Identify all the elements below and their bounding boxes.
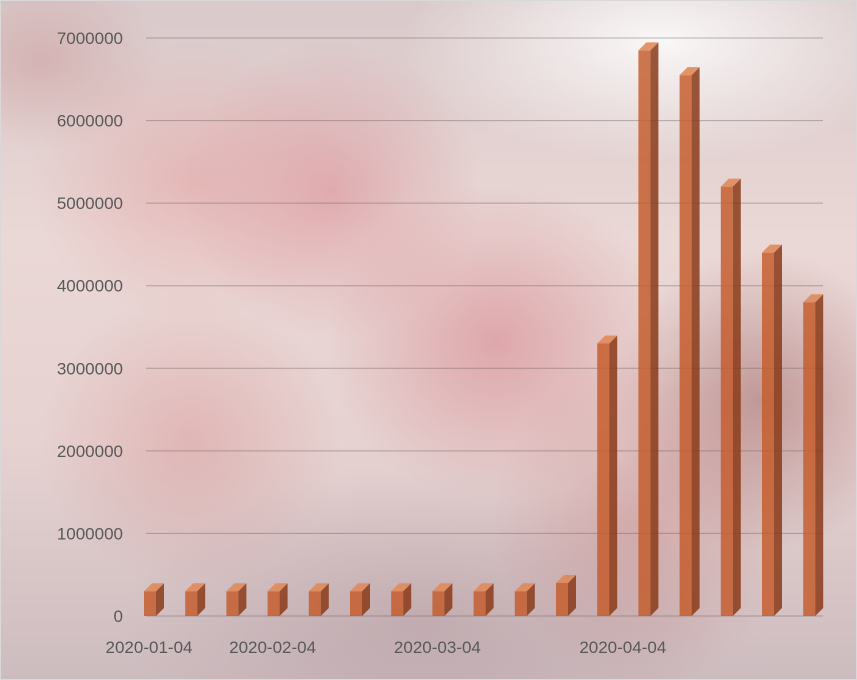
- x-tick-label: 2020-02-04: [229, 638, 316, 657]
- y-tick-label: 3000000: [57, 359, 123, 378]
- bar: [514, 583, 535, 616]
- bar: [308, 583, 329, 616]
- bar: [185, 583, 206, 616]
- bar: [267, 583, 288, 616]
- x-tick-label: 2020-03-04: [394, 638, 481, 657]
- bar: [720, 178, 741, 616]
- x-tick-label: 2020-04-04: [579, 638, 666, 657]
- bar: [391, 583, 412, 616]
- bar: [638, 42, 659, 616]
- bar: [679, 67, 700, 616]
- bar: [597, 335, 618, 616]
- bars: [144, 42, 824, 616]
- y-tick-label: 5000000: [57, 194, 123, 213]
- gridlines: [146, 37, 823, 617]
- bar: [226, 583, 247, 616]
- bar: [803, 294, 824, 616]
- bar: [473, 583, 494, 616]
- bar: [556, 574, 576, 616]
- y-tick-label: 1000000: [57, 524, 123, 543]
- x-axis-tick-labels: 2020-01-04 2020-02-04 2020-03-04 2020-04-04: [106, 638, 667, 657]
- x-tick-label: 2020-01-04: [106, 638, 193, 657]
- y-tick-label: 6000000: [57, 112, 123, 131]
- y-axis-tick-labels: 0 1000000 2000000 3000000 4000000 5000000 6000…: [57, 29, 123, 626]
- y-tick-label: 2000000: [57, 442, 123, 461]
- bar: [762, 244, 782, 616]
- bar: [350, 583, 370, 616]
- y-tick-label: 4000000: [57, 277, 123, 296]
- y-tick-label: 7000000: [57, 29, 123, 48]
- y-tick-label: 0: [114, 607, 123, 626]
- bar: [144, 583, 164, 616]
- bar: [432, 583, 453, 616]
